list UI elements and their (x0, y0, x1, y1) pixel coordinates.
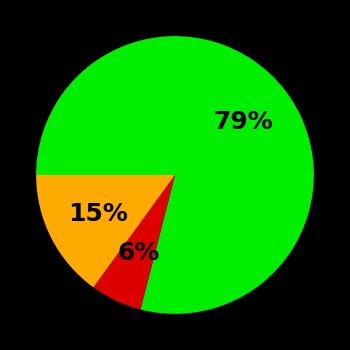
Text: 15%: 15% (68, 202, 128, 226)
Text: 79%: 79% (213, 110, 273, 134)
Text: 6%: 6% (117, 241, 160, 265)
Wedge shape (36, 36, 314, 314)
Wedge shape (36, 175, 175, 287)
Wedge shape (93, 175, 175, 309)
